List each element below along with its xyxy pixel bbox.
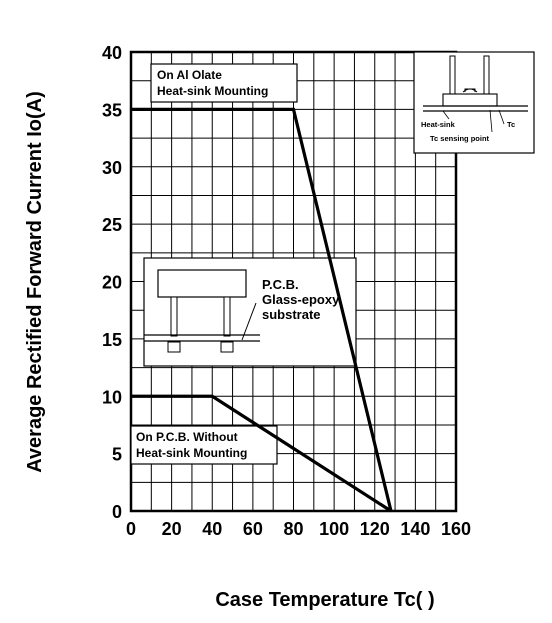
y-tick-label: 15	[102, 330, 122, 350]
heatsink-inset-label: Tc	[507, 120, 515, 129]
series-line	[131, 107, 393, 512]
x-tick-label: 40	[202, 519, 222, 539]
x-tick-label: 160	[441, 519, 471, 539]
aluminum-label-box: On Al Olate Heat-sink Mounting	[150, 63, 298, 103]
heatsink-lead-right	[483, 55, 490, 95]
tc-pointer-line	[498, 109, 505, 125]
heatsink-inset-label: Tc sensing point	[430, 134, 490, 143]
x-axis-title: Case Temperature Tc( )	[215, 589, 434, 611]
y-tick-label: 40	[102, 43, 122, 63]
x-tick-label: 100	[319, 519, 349, 539]
pcb-inset: P.C.B. Glass-epoxy substrate	[143, 257, 357, 367]
y-tick-label: 10	[102, 387, 122, 407]
x-tick-label: 80	[283, 519, 303, 539]
x-tick-labels: 0 20 40 60 80 100 120 140 160	[126, 519, 471, 539]
aluminum-label-frame	[150, 63, 298, 103]
pcb-inset-label: substrate	[262, 307, 321, 322]
series-line	[131, 394, 392, 513]
pcb-inset-label: P.C.B.	[262, 277, 299, 292]
x-tick-label: 140	[400, 519, 430, 539]
x-tick-label: 60	[243, 519, 263, 539]
heatsink-inset: Heat-sink Tc Tc sensing point	[413, 51, 535, 154]
tc-sensing-pointer-line	[489, 109, 493, 133]
y-tick-label: 25	[102, 215, 122, 235]
grid-lines	[131, 52, 456, 511]
pcb-solder-right	[220, 341, 234, 353]
aluminum-label-line: On Al Olate	[157, 68, 222, 82]
y-tick-label: 20	[102, 273, 122, 293]
heatsink-pointer-line	[442, 110, 450, 120]
pcb-component-body	[157, 269, 247, 298]
heatsink-inset-label: Heat-sink	[421, 120, 456, 129]
heatsink-screw	[462, 88, 478, 93]
y-tick-labels: 0 5 10 15 20 25 30 35 40	[102, 43, 122, 522]
x-tick-label: 20	[162, 519, 182, 539]
aluminum-label-line: Heat-sink Mounting	[157, 84, 268, 98]
pcb-solder-left	[167, 341, 181, 353]
pcb-lead-right	[223, 296, 231, 337]
pcb-label-line: Heat-sink Mounting	[136, 446, 247, 460]
pcb-label-line: On P.C.B. Without	[136, 430, 238, 444]
y-tick-label: 30	[102, 158, 122, 178]
pcb-inset-label: Glass-epoxy	[262, 292, 340, 307]
y-axis-title: Average Rectified Forward Current Io(A)	[24, 91, 46, 473]
heatsink-device-body	[442, 93, 498, 107]
x-tick-label: 120	[360, 519, 390, 539]
heatsink-lead-left	[449, 55, 456, 95]
series-lines	[131, 107, 393, 513]
plot-frame	[129, 50, 458, 513]
pcb-lead-left	[170, 296, 178, 337]
pcb-label-box: On P.C.B. Without Heat-sink Mounting	[130, 425, 278, 465]
x-tick-label: 0	[126, 519, 136, 539]
pcb-pointer-line	[241, 302, 257, 341]
y-tick-label: 35	[102, 100, 122, 120]
y-tick-label: 0	[112, 502, 122, 522]
pcb-label-frame	[130, 425, 278, 465]
y-tick-label: 5	[112, 445, 122, 465]
